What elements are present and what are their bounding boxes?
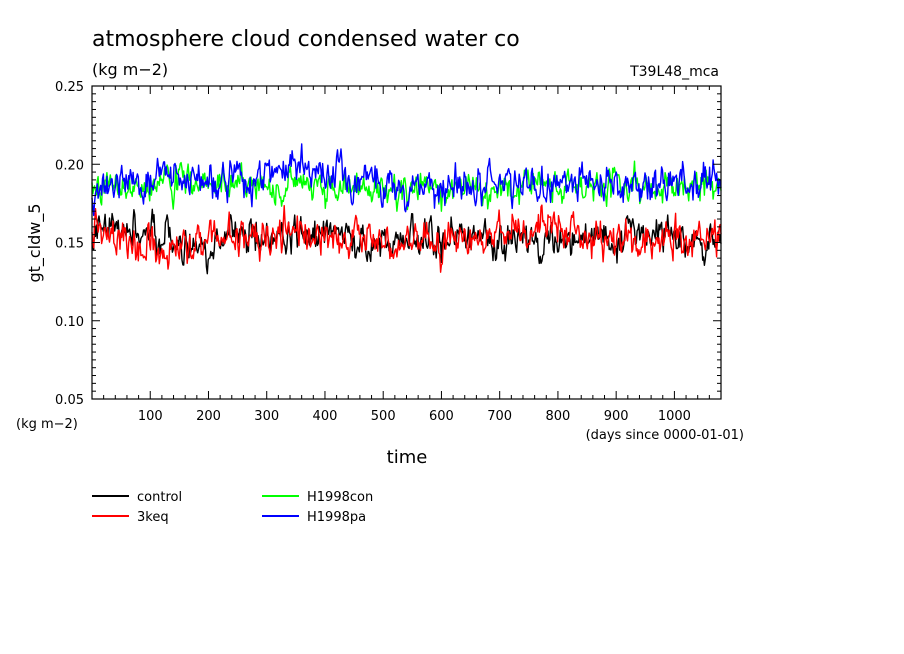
- y-tick-label: 0.20: [55, 158, 84, 173]
- x-tick-label: 300: [254, 409, 279, 424]
- legend-label-control: control: [137, 490, 182, 505]
- legend-label-3keq: 3keq: [137, 510, 169, 525]
- x-tick-label: 500: [371, 409, 396, 424]
- series-line-control: [91, 208, 722, 275]
- y-axis-units: (kg m−2): [16, 417, 78, 432]
- legend-label-h1998pa: H1998pa: [307, 510, 366, 525]
- legend-label-h1998con: H1998con: [307, 490, 373, 505]
- series-line-3keq: [91, 204, 722, 273]
- y-axis-label: gt_cldw_5: [25, 203, 45, 282]
- x-tick-label: 100: [138, 409, 163, 424]
- run-label: T39L48_mca: [629, 64, 719, 80]
- y-tick-label: 0.15: [55, 237, 84, 252]
- chart-title: atmosphere cloud condensed water co: [92, 27, 520, 52]
- x-tick-label: 200: [196, 409, 221, 424]
- x-tick-label: 600: [429, 409, 454, 424]
- plot-frame: [91, 85, 722, 400]
- tick-layer: 100 200 300 400 500 600 700 800 900 1000 0.05 0.10 0…: [55, 80, 721, 424]
- x-tick-label: 800: [546, 409, 571, 424]
- x-tick-label: 400: [313, 409, 338, 424]
- y-tick-label: 0.05: [55, 393, 84, 408]
- chart-subtitle: (kg m−2): [92, 60, 168, 79]
- y-tick-label: 0.25: [55, 80, 84, 95]
- x-axis-units: (days since 0000-01-01): [586, 428, 744, 443]
- series-layer: [91, 143, 722, 275]
- legend: control 3keq H1998con H1998pa: [92, 490, 373, 525]
- x-axis-label: time: [387, 447, 428, 468]
- series-line-h1998pa: [91, 143, 722, 217]
- x-tick-label: 900: [604, 409, 629, 424]
- x-tick-label: 1000: [658, 409, 691, 424]
- x-tick-label: 700: [487, 409, 512, 424]
- y-tick-label: 0.10: [55, 315, 84, 330]
